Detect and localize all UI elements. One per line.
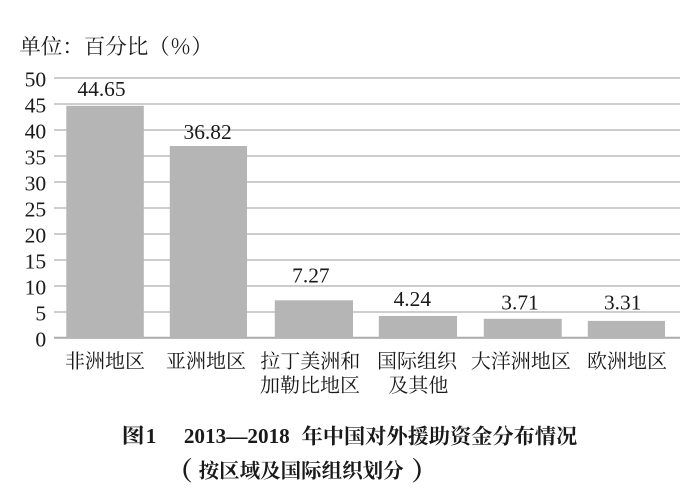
svg-text:50: 50: [25, 67, 47, 91]
svg-text:36.82: 36.82: [184, 120, 232, 144]
svg-text:35: 35: [25, 145, 47, 169]
svg-text:4.24: 4.24: [394, 287, 432, 311]
svg-text:2013—2018: 2013—2018: [184, 424, 290, 448]
svg-text:30: 30: [25, 171, 47, 195]
svg-text:7.27: 7.27: [292, 264, 330, 288]
svg-text:5: 5: [35, 301, 46, 325]
svg-text:20: 20: [25, 223, 47, 247]
svg-text:40: 40: [25, 119, 47, 143]
svg-text:15: 15: [25, 249, 47, 273]
svg-text:3.71: 3.71: [501, 290, 538, 314]
svg-text:1: 1: [146, 424, 157, 448]
svg-text:45: 45: [25, 93, 47, 117]
svg-text:44.65: 44.65: [77, 77, 125, 101]
svg-text:25: 25: [25, 197, 47, 221]
svg-text:0: 0: [35, 327, 46, 351]
svg-text:3.31: 3.31: [604, 290, 641, 314]
svg-text:10: 10: [25, 275, 47, 299]
